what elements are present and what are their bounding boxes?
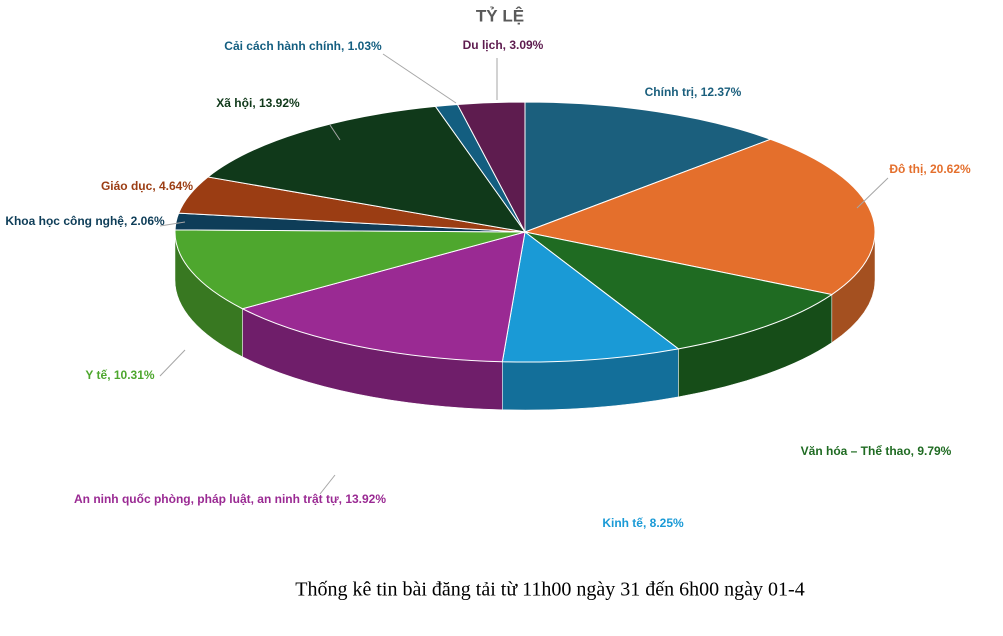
data-label: Đô thị, 20.62%	[889, 162, 971, 176]
value-label: 20.62%	[930, 162, 971, 176]
category-label: Chính trị	[645, 85, 694, 99]
data-label: Xã hội, 13.92%	[216, 96, 300, 110]
category-label: Kinh tế	[602, 516, 643, 530]
slice	[523, 138, 876, 296]
value-label: 4.64%	[159, 179, 193, 193]
data-label: Văn hóa – Thể thao, 9.79%	[801, 444, 952, 458]
value-label: 13.92%	[259, 96, 300, 110]
slice	[524, 231, 834, 350]
leader-line	[159, 349, 186, 377]
leader-line	[382, 53, 457, 104]
value-label: 2.06%	[131, 214, 165, 228]
chart-title: TỶ LỆ	[476, 6, 524, 25]
data-label: Cải cách hành chính, 1.03%	[224, 39, 382, 53]
value-label: 8.25%	[650, 516, 684, 530]
data-label: Du lịch, 3.09%	[463, 38, 544, 52]
leader-line	[329, 124, 341, 141]
data-label: Kinh tế, 8.25%	[602, 516, 684, 530]
slice	[241, 231, 526, 363]
caption: Thống kê tin bài đăng tải từ 11h00 ngày …	[295, 579, 804, 601]
slice	[524, 101, 772, 233]
value-label: 10.31%	[114, 368, 155, 382]
category-label: Cải cách hành chính	[224, 39, 341, 53]
leader-line	[856, 177, 889, 209]
category-label: Du lịch	[463, 38, 503, 52]
value-label: 13.92%	[345, 492, 386, 506]
data-label: An ninh quốc phòng, pháp luật, an ninh t…	[74, 492, 386, 506]
slice	[456, 101, 526, 233]
data-label: Y tế, 10.31%	[85, 368, 154, 382]
slice	[206, 105, 527, 233]
category-label: Xã hội	[216, 96, 252, 110]
category-label: Khoa học công nghệ	[5, 214, 124, 228]
leader-line	[319, 474, 336, 495]
category-label: Y tế	[85, 368, 107, 382]
value-label: 12.37%	[701, 85, 742, 99]
data-label: Khoa học công nghệ, 2.06%	[5, 214, 165, 228]
value-label: 3.09%	[509, 38, 543, 52]
category-label: Văn hóa – Thể thao	[801, 444, 911, 458]
value-label: 1.03%	[348, 39, 382, 53]
slice	[174, 229, 526, 310]
slice	[501, 231, 680, 363]
value-label: 9.79%	[917, 444, 951, 458]
data-label: Chính trị, 12.37%	[645, 85, 742, 99]
category-label: Đô thị	[889, 162, 923, 176]
leader-line	[159, 221, 186, 227]
data-label: Giáo dục, 4.64%	[101, 179, 193, 193]
category-label: An ninh quốc phòng, pháp luật, an ninh t…	[74, 492, 339, 506]
category-label: Giáo dục	[101, 179, 153, 193]
